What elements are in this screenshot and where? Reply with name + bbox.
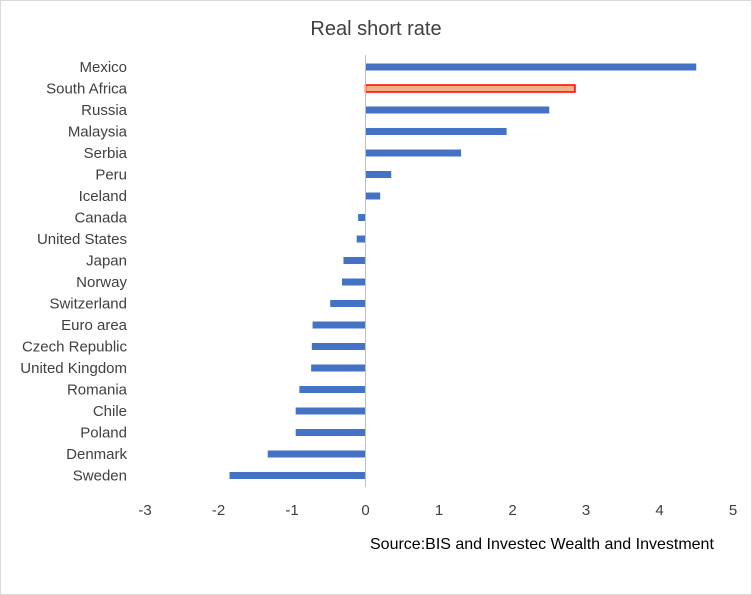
category-label-russia: Russia <box>81 102 128 119</box>
x-tick-label: 1 <box>435 502 443 519</box>
bar-poland <box>295 429 366 436</box>
x-tick-label: 5 <box>729 502 737 519</box>
bar-mexico <box>365 63 697 71</box>
bar-euro-area <box>312 321 366 329</box>
category-label-norway: Norway <box>76 274 127 291</box>
x-tick-label: 4 <box>655 502 663 519</box>
bar-romania <box>299 386 366 393</box>
category-label-south-africa: South Africa <box>46 81 128 98</box>
x-tick-label: -1 <box>285 502 298 519</box>
x-tick-label: 3 <box>582 502 590 519</box>
x-axis-tick-labels: -3 -2 -1 0 1 2 3 4 5 <box>138 502 737 519</box>
bar-serbia <box>365 149 462 157</box>
bar-iceland <box>365 192 381 200</box>
source-note: Source:BIS and Investec Wealth and Inves… <box>370 536 714 553</box>
category-label-japan: Japan <box>86 253 127 270</box>
bar-czech-republic <box>311 343 366 350</box>
category-label-czech-republic: Czech Republic <box>22 339 128 356</box>
category-label-united-states: United States <box>37 231 127 248</box>
bar-malaysia <box>365 128 507 135</box>
bar-united-kingdom <box>311 364 366 372</box>
category-label-peru: Peru <box>95 167 127 184</box>
bar-norway <box>341 278 366 286</box>
bar-chile <box>295 407 366 415</box>
category-label-malaysia: Malaysia <box>68 124 128 141</box>
chart-title: Real short rate <box>310 18 442 40</box>
x-tick-label: 2 <box>508 502 516 519</box>
category-label-denmark: Denmark <box>66 446 127 463</box>
x-tick-label: 0 <box>361 502 369 519</box>
bar-united-states <box>356 235 366 243</box>
bar-denmark <box>267 450 366 458</box>
category-labels: Mexico South Africa Russia Malaysia Serbia Pe… <box>20 59 127 485</box>
category-label-euro-area: Euro area <box>61 317 128 334</box>
bars-group <box>229 63 697 479</box>
bar-south-africa <box>364 84 576 93</box>
category-label-serbia: Serbia <box>84 145 128 162</box>
category-label-mexico: Mexico <box>79 59 127 76</box>
category-label-romania: Romania <box>67 382 128 399</box>
category-label-united-kingdom: United Kingdom <box>20 360 127 377</box>
bar-canada <box>358 214 366 221</box>
x-tick-label: -3 <box>138 502 151 519</box>
bar-switzerland <box>330 300 366 307</box>
x-tick-label: -2 <box>212 502 225 519</box>
category-label-chile: Chile <box>93 403 127 420</box>
category-label-poland: Poland <box>80 425 127 442</box>
bar-peru <box>365 171 392 178</box>
category-label-switzerland: Switzerland <box>49 296 127 313</box>
bar-sweden <box>229 472 366 479</box>
category-label-canada: Canada <box>74 210 127 227</box>
category-label-sweden: Sweden <box>73 468 127 485</box>
bar-russia <box>365 106 550 114</box>
category-label-iceland: Iceland <box>79 188 127 205</box>
bar-japan <box>343 257 366 264</box>
